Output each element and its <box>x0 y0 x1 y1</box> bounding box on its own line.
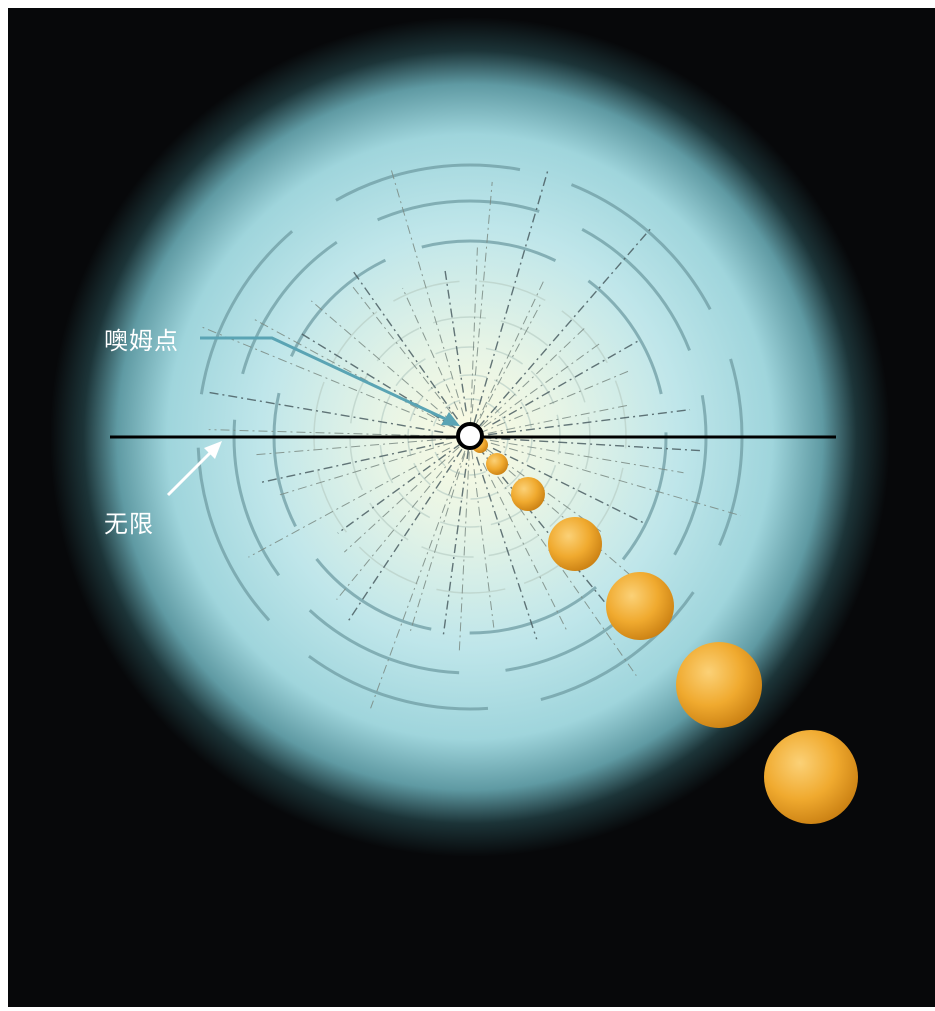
ray <box>482 462 568 632</box>
sphere <box>676 642 762 728</box>
ray <box>487 404 630 434</box>
omega-point-label: 噢姆点 <box>104 327 179 355</box>
ray <box>336 456 455 600</box>
ray <box>208 391 444 434</box>
omega-point-marker <box>456 422 484 450</box>
infinity-arrow <box>166 441 222 497</box>
omega-point-arrow <box>200 336 460 426</box>
ray <box>343 446 460 553</box>
sphere <box>511 477 545 511</box>
ray <box>258 442 444 484</box>
ray <box>442 449 469 635</box>
sphere <box>486 453 508 475</box>
ray <box>337 442 462 534</box>
ray <box>458 451 470 654</box>
ray <box>370 450 466 709</box>
ray <box>471 181 493 414</box>
sphere <box>606 572 674 640</box>
ray <box>208 429 458 438</box>
ray <box>352 286 453 415</box>
sphere <box>764 730 858 824</box>
ray <box>480 327 585 427</box>
ray <box>474 278 546 428</box>
ray <box>469 247 478 427</box>
ray <box>402 287 459 411</box>
ray <box>482 437 704 452</box>
radial-rays <box>202 167 741 709</box>
ray <box>410 453 466 631</box>
ray <box>202 326 445 428</box>
ray <box>390 167 465 417</box>
ray <box>248 447 451 558</box>
spheres-sequence <box>472 437 858 824</box>
infinity-label: 无限 <box>104 510 154 538</box>
ray <box>477 447 612 611</box>
ray <box>479 301 543 419</box>
ray <box>488 409 691 436</box>
ray <box>254 437 455 456</box>
ray <box>310 300 453 422</box>
ray <box>483 343 600 428</box>
ray <box>477 227 652 428</box>
ray <box>479 369 632 434</box>
ray <box>475 456 538 640</box>
ray <box>489 439 684 474</box>
sphere <box>548 517 602 571</box>
ray <box>347 448 463 622</box>
ray <box>279 442 453 496</box>
ray <box>492 447 644 524</box>
ray <box>471 450 495 628</box>
ray <box>300 332 456 429</box>
ray <box>473 167 550 424</box>
ray <box>444 269 467 412</box>
ray <box>492 339 640 425</box>
ray <box>490 442 741 517</box>
